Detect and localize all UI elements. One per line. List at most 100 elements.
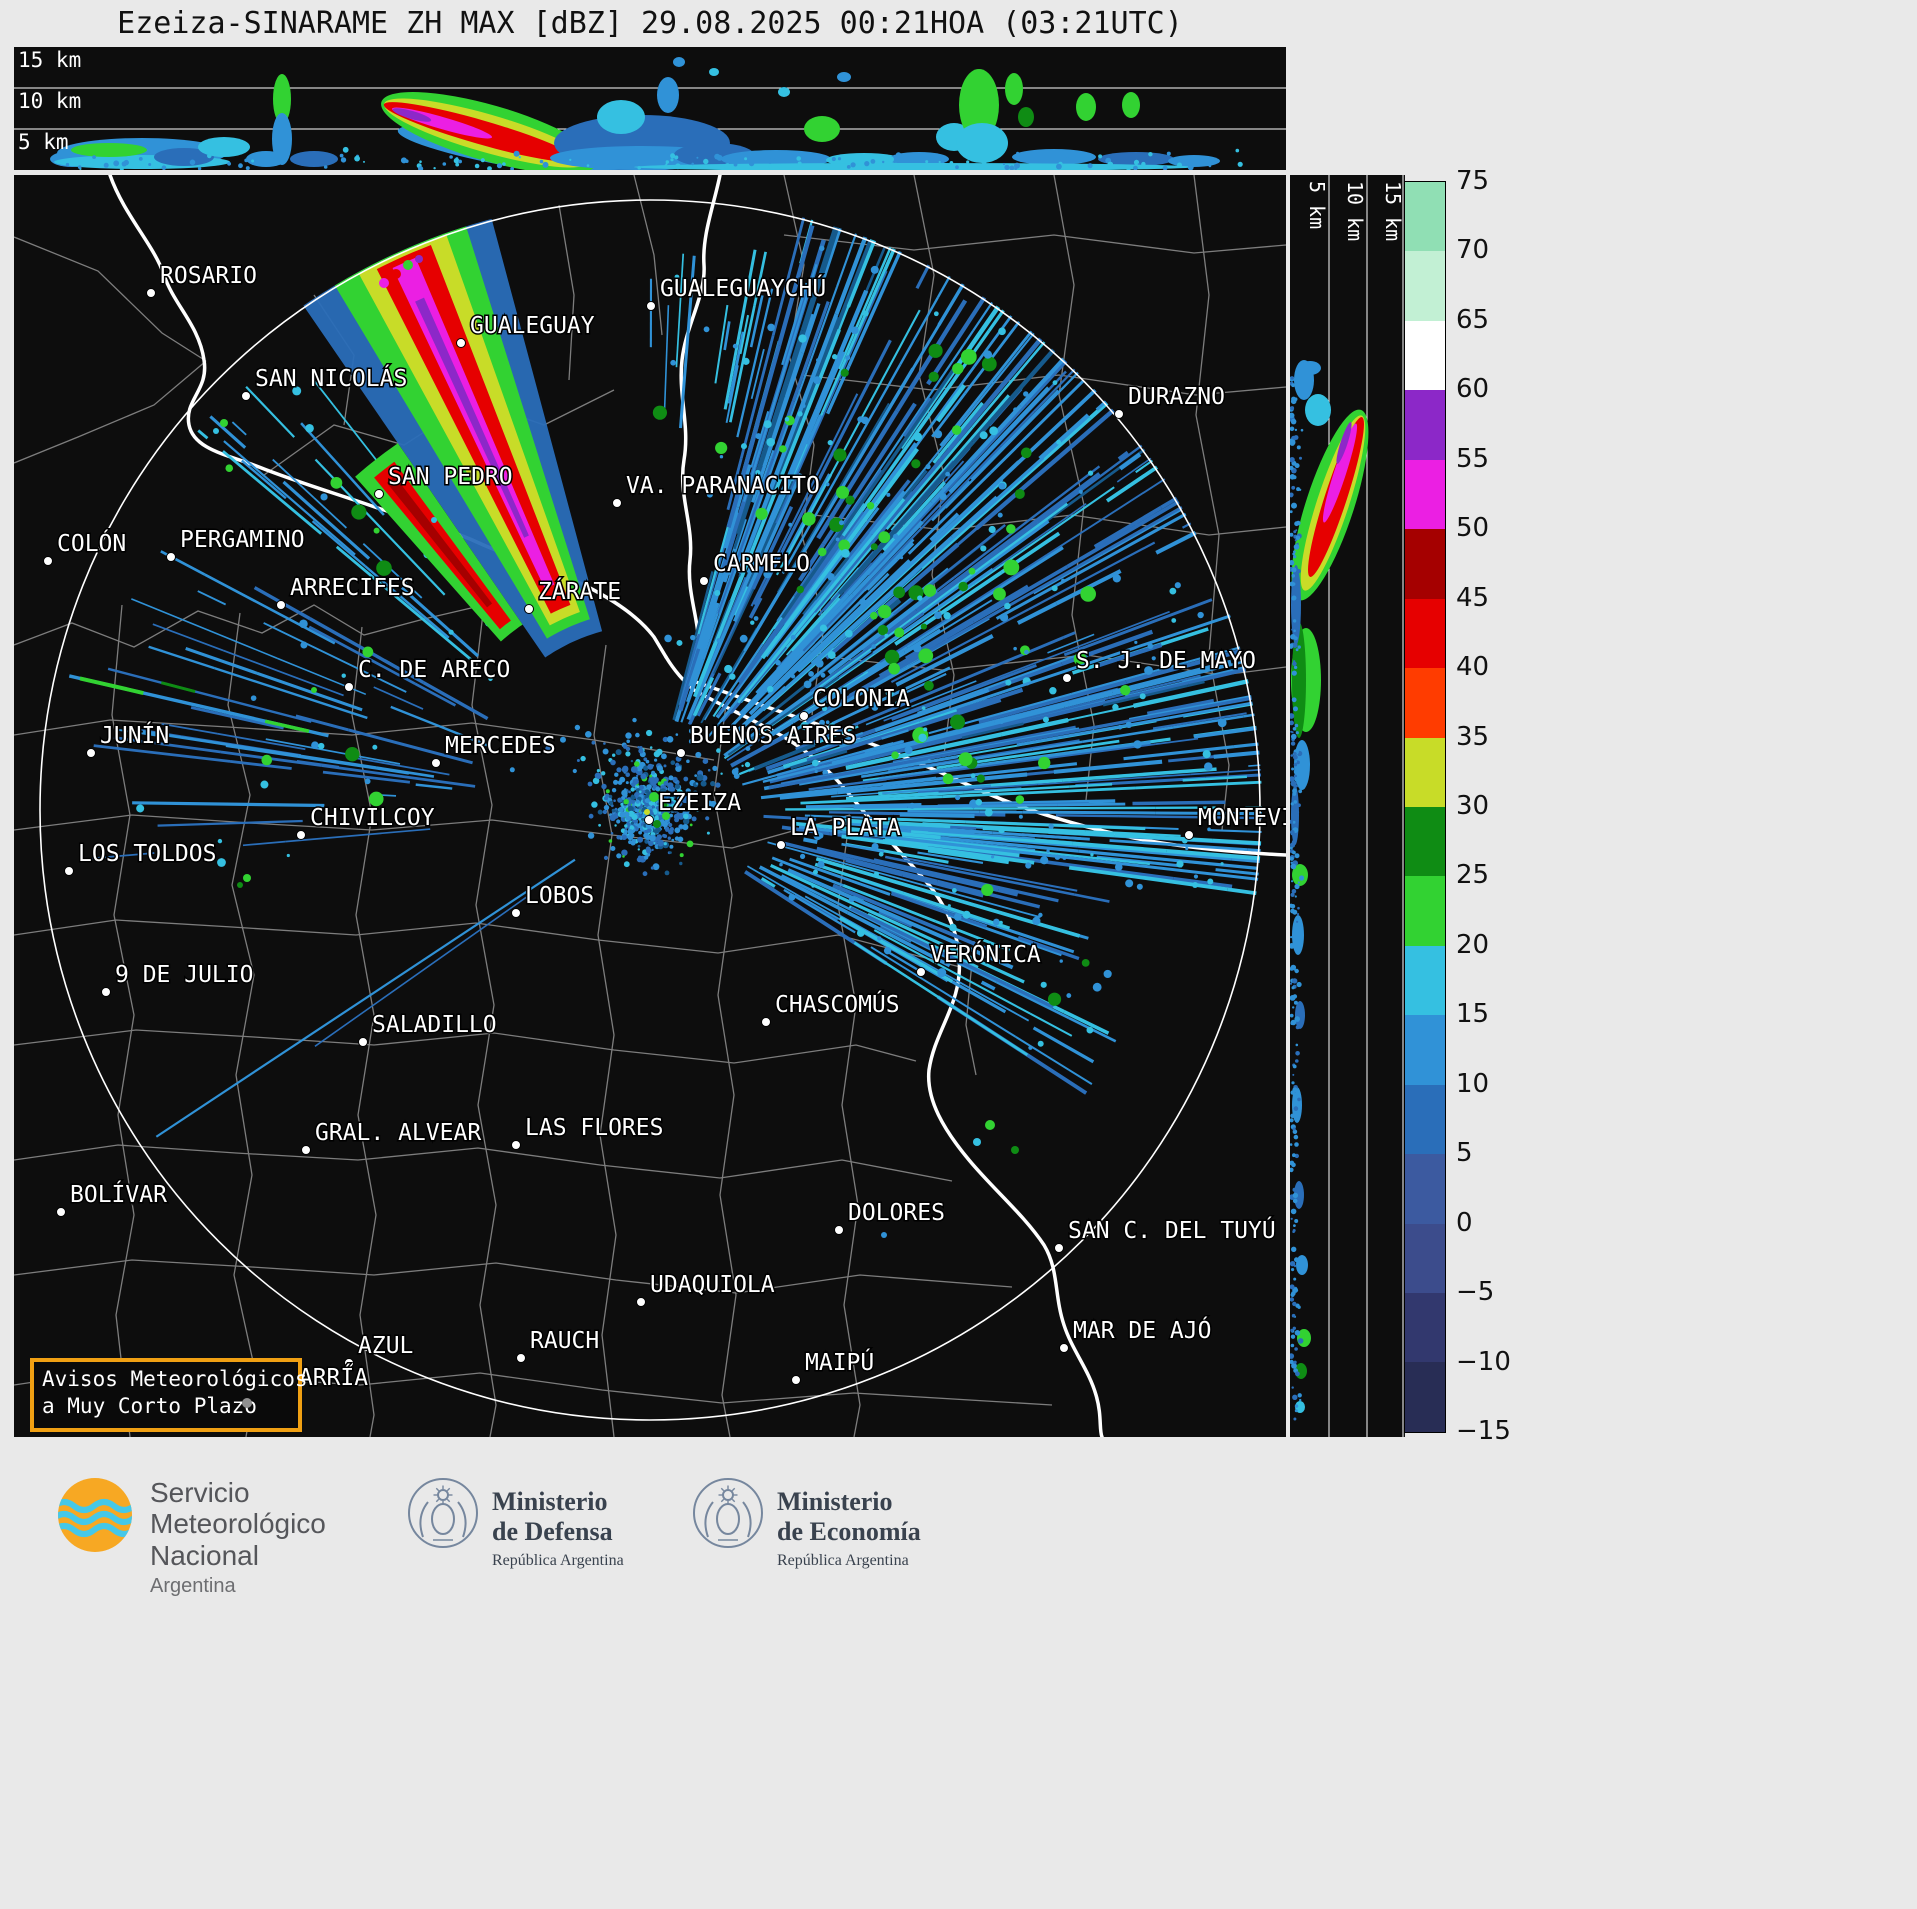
colorbar-tick-label: 40 bbox=[1456, 652, 1490, 683]
colorbar-block-60-65 bbox=[1405, 320, 1445, 391]
dbz-colorbar bbox=[1404, 181, 1446, 1433]
economia-sub: República Argentina bbox=[777, 1551, 909, 1569]
height-label-rotated: 15 km bbox=[1381, 181, 1405, 241]
city-label: C. DE ARECO bbox=[358, 657, 510, 683]
city-dot bbox=[524, 604, 534, 614]
city-label: COLÓN bbox=[57, 529, 126, 557]
colorbar-block-15-20 bbox=[1405, 945, 1445, 1016]
city-dot bbox=[241, 391, 251, 401]
city-dot bbox=[1059, 1343, 1069, 1353]
city-dot bbox=[166, 552, 176, 562]
colorbar-tick-label: 0 bbox=[1456, 1207, 1473, 1238]
city-dot bbox=[644, 815, 654, 825]
smn-logo-waves bbox=[58, 1499, 132, 1537]
colorbar-tick-label: 50 bbox=[1456, 513, 1490, 544]
city-dot bbox=[791, 1375, 801, 1385]
radar-echoes bbox=[68, 209, 1262, 1332]
city-label: RAUCH bbox=[530, 1328, 599, 1354]
city-label: AZUL bbox=[358, 1333, 413, 1359]
city-dot bbox=[511, 1140, 521, 1150]
city-dot bbox=[101, 987, 111, 997]
economia-emblem bbox=[690, 1475, 766, 1551]
colorbar-block--10--5 bbox=[1405, 1293, 1445, 1363]
city-dot bbox=[146, 288, 156, 298]
city-label: CHASCOMÚS bbox=[775, 990, 900, 1018]
city-dot bbox=[1184, 830, 1194, 840]
city-dot bbox=[646, 301, 656, 311]
defensa-emblem bbox=[405, 1475, 481, 1551]
colorbar-tick-label: −10 bbox=[1456, 1346, 1511, 1377]
city-label: CHIVILCOY bbox=[310, 805, 435, 831]
colorbar-tick-label: 35 bbox=[1456, 721, 1490, 752]
city-dot bbox=[431, 758, 441, 768]
city-label: MERCEDES bbox=[445, 733, 556, 759]
city-dot-muted bbox=[242, 1398, 252, 1408]
warning-banner: Avisos Meteorológicos a Muy Corto Plazo bbox=[30, 1358, 308, 1432]
smn-line-1: Servicio bbox=[150, 1477, 250, 1508]
warning-line-1: Avisos Meteorológicos bbox=[42, 1367, 308, 1391]
city-dot bbox=[916, 967, 926, 977]
city-label: JUNÍN bbox=[100, 721, 169, 749]
side-height-profile-panel: 5 km 10 km 15 km bbox=[1290, 175, 1405, 1437]
footer: Servicio Meteorológico Nacional Argentin… bbox=[0, 1437, 1917, 1909]
colorbar-block-70-75 bbox=[1405, 182, 1445, 252]
city-dot bbox=[1114, 409, 1124, 419]
city-label: GRAL. ALVEAR bbox=[315, 1120, 481, 1146]
city-label: LOBOS bbox=[525, 883, 594, 909]
city-label: SAN NICOLÁS bbox=[255, 364, 407, 392]
economia-name-1: Ministerio bbox=[777, 1487, 893, 1516]
city-dot bbox=[699, 576, 709, 586]
city-label: DOLORES bbox=[848, 1200, 945, 1226]
coat-of-arms bbox=[408, 1478, 478, 1548]
city-label: ARRECIFES bbox=[290, 575, 415, 601]
city-label: GUALEGUAYCHÚ bbox=[660, 274, 826, 302]
colorbar-block-65-70 bbox=[1405, 251, 1445, 321]
colorbar-tick-label: 10 bbox=[1456, 1068, 1490, 1099]
defensa-sub: República Argentina bbox=[492, 1551, 624, 1569]
city-label: UDAQUIOLA bbox=[650, 1272, 775, 1298]
city-layer: ROSARIO GUALEGUAYCHÚ GUALEGUAY SAN NICOLÁS D… bbox=[43, 262, 1286, 1393]
dbz-colorbar-labels: 75 70 65 60 55 50 45 40 35 30 25 20 15 10 5 0 −5 −10 −15 bbox=[1456, 166, 1536, 1446]
colorbar-tick-label: 70 bbox=[1456, 235, 1490, 266]
city-dot bbox=[1054, 1243, 1064, 1253]
city-label: MAR DE AJÓ bbox=[1073, 1316, 1211, 1344]
city-label: ROSARIO bbox=[160, 263, 257, 289]
colorbar-tick-label: 60 bbox=[1456, 374, 1490, 405]
city-dot bbox=[761, 1017, 771, 1027]
city-label: DURAZNO bbox=[1128, 384, 1225, 410]
city-label: SALADILLO bbox=[372, 1012, 497, 1038]
height-label: 15 km bbox=[18, 48, 81, 72]
city-label: EZEIZA bbox=[658, 790, 741, 816]
top-height-profile-panel: 15 km 10 km 5 km bbox=[14, 47, 1286, 170]
colorbar-block-35-40 bbox=[1405, 668, 1445, 738]
city-dot bbox=[456, 338, 466, 348]
colorbar-block-40-45 bbox=[1405, 598, 1445, 669]
colorbar-block--15--10 bbox=[1405, 1362, 1445, 1432]
colorbar-block-50-55 bbox=[1405, 459, 1445, 530]
city-label: COLONIA bbox=[813, 686, 910, 712]
top-profile-chart: 15 km 10 km 5 km bbox=[14, 48, 1286, 170]
city-dot bbox=[636, 1297, 646, 1307]
city-dot bbox=[358, 1037, 368, 1047]
colorbar-tick-label: 25 bbox=[1456, 860, 1490, 891]
height-label-rotated: 5 km bbox=[1305, 181, 1329, 229]
colorbar-block-20-25 bbox=[1405, 876, 1445, 946]
city-label: VA. PARANACITO bbox=[626, 473, 820, 499]
warning-line-2: a Muy Corto Plazo bbox=[42, 1394, 257, 1419]
radar-map-panel: ROSARIO GUALEGUAYCHÚ GUALEGUAY SAN NICOLÁS D… bbox=[14, 175, 1286, 1437]
defensa-name-2: de Defensa bbox=[492, 1516, 613, 1546]
colorbar-block-25-30 bbox=[1405, 806, 1445, 877]
city-dot bbox=[374, 489, 384, 499]
colorbar-tick-label: 45 bbox=[1456, 582, 1490, 613]
economia-text: Ministerio de Economía República Argenti… bbox=[777, 1487, 921, 1570]
colorbar-tick-label: −15 bbox=[1456, 1416, 1511, 1446]
city-dot bbox=[344, 1358, 354, 1368]
height-label: 10 km bbox=[18, 89, 81, 113]
defensa-name-1: Ministerio bbox=[492, 1487, 608, 1516]
colorbar-block-10-15 bbox=[1405, 1015, 1445, 1085]
colorbar-tick-label: −5 bbox=[1456, 1277, 1495, 1308]
page-title: Ezeiza-SINARAME ZH MAX [dBZ] 29.08.2025 … bbox=[117, 6, 1183, 41]
city-dot bbox=[64, 866, 74, 876]
colorbar-tick-label: 20 bbox=[1456, 929, 1490, 960]
